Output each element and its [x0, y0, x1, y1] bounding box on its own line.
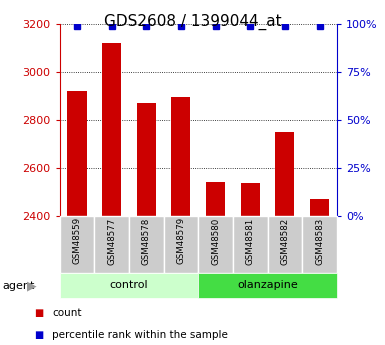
- Bar: [268, 216, 302, 273]
- Text: GSM48579: GSM48579: [176, 217, 186, 265]
- Text: GDS2608 / 1399044_at: GDS2608 / 1399044_at: [104, 14, 281, 30]
- Bar: [241, 183, 260, 216]
- Bar: [198, 216, 233, 273]
- Text: GSM48578: GSM48578: [142, 217, 151, 265]
- Bar: [60, 216, 94, 273]
- Text: GSM48580: GSM48580: [211, 217, 220, 265]
- Text: GSM48583: GSM48583: [315, 217, 324, 265]
- Bar: [129, 216, 164, 273]
- Bar: [206, 182, 225, 216]
- Text: ■: ■: [34, 308, 43, 318]
- Bar: [233, 216, 268, 273]
- Text: GSM48581: GSM48581: [246, 217, 255, 265]
- Text: agent: agent: [2, 281, 34, 290]
- Text: olanzapine: olanzapine: [237, 280, 298, 290]
- Text: ▶: ▶: [27, 279, 37, 292]
- Bar: [94, 216, 129, 273]
- Bar: [171, 97, 191, 216]
- Text: GSM48582: GSM48582: [280, 217, 290, 265]
- Bar: [310, 199, 329, 216]
- Text: ■: ■: [34, 331, 43, 340]
- Text: GSM48559: GSM48559: [72, 217, 82, 265]
- Bar: [137, 103, 156, 216]
- Bar: [275, 132, 295, 216]
- Text: control: control: [110, 280, 148, 290]
- Text: count: count: [52, 308, 82, 318]
- Bar: [164, 216, 198, 273]
- Bar: [67, 91, 87, 216]
- Bar: [60, 273, 198, 298]
- Text: GSM48577: GSM48577: [107, 217, 116, 265]
- Bar: [198, 273, 337, 298]
- Bar: [302, 216, 337, 273]
- Bar: [102, 43, 121, 216]
- Text: percentile rank within the sample: percentile rank within the sample: [52, 331, 228, 340]
